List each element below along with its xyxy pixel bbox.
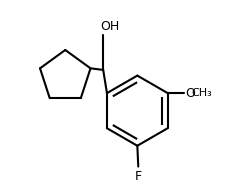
Text: O: O [185, 87, 195, 100]
Text: CH₃: CH₃ [192, 88, 212, 98]
Text: F: F [135, 170, 142, 183]
Text: OH: OH [100, 20, 119, 33]
